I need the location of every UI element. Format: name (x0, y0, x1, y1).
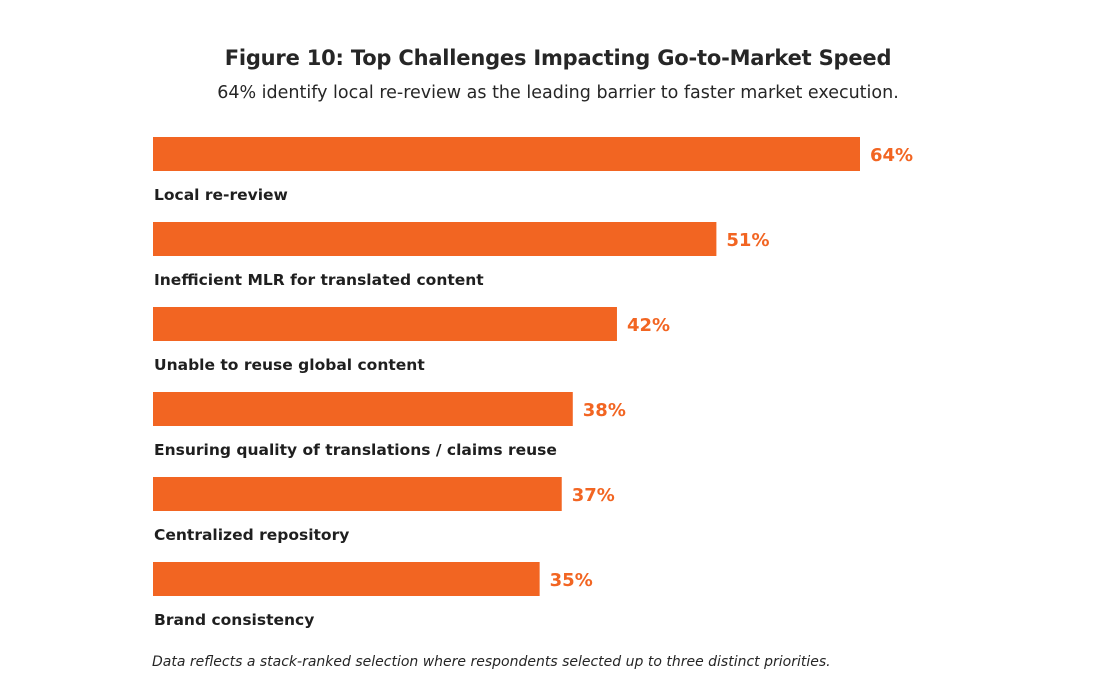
category-label: Centralized repository (154, 526, 349, 544)
bar-group: 42% Unable to reuse global content (153, 307, 670, 374)
chart-footnote: Data reflects a stack-ranked selection w… (152, 654, 831, 670)
bar (153, 562, 540, 596)
chart-title: Figure 10: Top Challenges Impacting Go-t… (224, 46, 892, 70)
bar (153, 137, 860, 171)
category-label: Brand consistency (154, 611, 314, 629)
bar-group: 35% Brand consistency (153, 562, 593, 629)
bar (153, 307, 617, 341)
bar-value-label: 42% (627, 315, 670, 336)
bar-value-label: 51% (726, 230, 769, 251)
category-label: Local re-review (154, 186, 288, 204)
bar-value-label: 35% (550, 570, 593, 591)
bar (153, 222, 717, 256)
bar-group: 64% Local re-review (153, 137, 913, 204)
bar (153, 392, 573, 426)
chart-subtitle: 64% identify local re-review as the lead… (217, 83, 899, 103)
category-label: Ensuring quality of translations / claim… (154, 441, 557, 459)
category-label: Unable to reuse global content (154, 356, 425, 374)
bar-group: 38% Ensuring quality of translations / cl… (153, 392, 626, 459)
bar-group: 51% Inefficient MLR for translated conten… (153, 222, 769, 289)
category-label: Inefficient MLR for translated content (154, 271, 484, 289)
bar-value-label: 64% (870, 145, 913, 166)
bar-value-label: 37% (572, 485, 615, 506)
bar (153, 477, 562, 511)
bar-group: 37% Centralized repository (153, 477, 615, 544)
bar-value-label: 38% (583, 400, 626, 421)
